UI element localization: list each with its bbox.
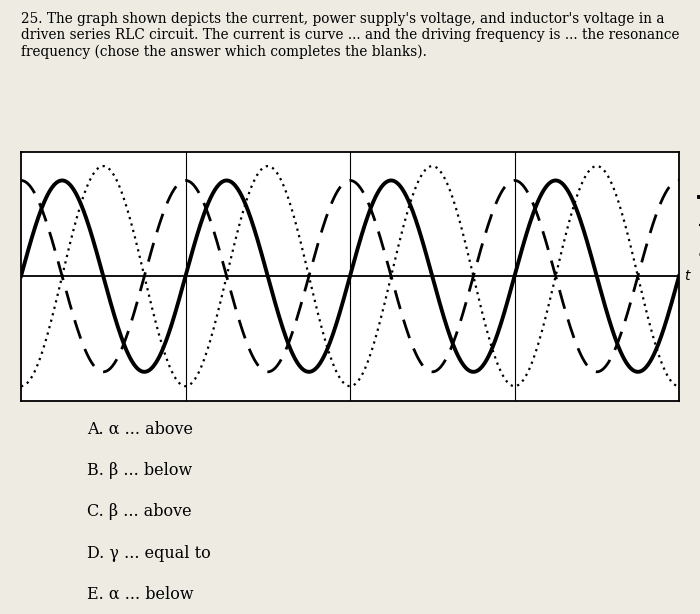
Text: t: t [685,269,690,283]
Text: B. β ... below: B. β ... below [87,462,192,479]
Text: D. γ ... equal to: D. γ ... equal to [87,545,211,562]
Text: E. α ... below: E. α ... below [87,586,193,603]
Legend: $-\alpha$, $\cdots\beta$, $-\!-\!\gamma$: $-\alpha$, $\cdots\beta$, $-\!-\!\gamma$ [693,184,700,270]
Text: C. β ... above: C. β ... above [87,503,191,520]
Text: 25. The graph shown depicts the current, power supply's voltage, and inductor's : 25. The graph shown depicts the current,… [21,12,680,59]
Text: A. α ... above: A. α ... above [87,421,192,438]
